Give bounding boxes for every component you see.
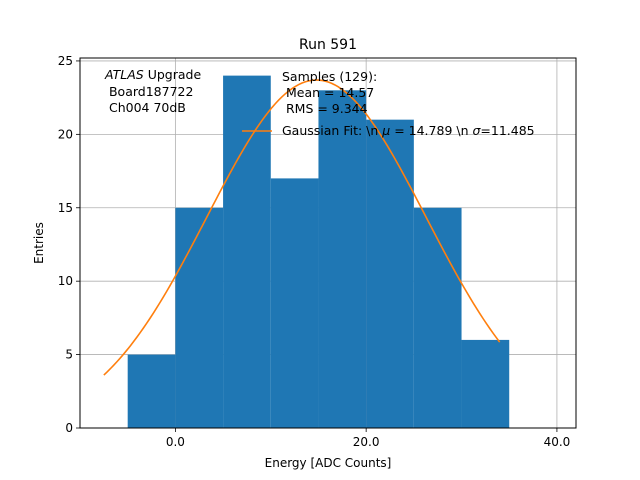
histogram-bar-1 [175,207,224,428]
axis-ticks: 0.0 20.0 40.0 0 5 10 15 20 25 [58,54,571,449]
histogram-bar-2 [223,75,271,428]
y-tick-label-3: 15 [58,201,73,215]
plot-frame [79,57,577,429]
annotation-line-2: Board187722 [105,84,193,99]
histogram-bar-4 [318,90,367,429]
chart-title: Run 591 [299,37,357,53]
y-tick-label-2: 10 [58,274,73,288]
annotation-line-3: Ch004 70dB [105,100,186,115]
x-axis-label: Energy [ADC Counts] [265,456,392,470]
legend-samples-title: Samples (129): [282,69,377,84]
histogram-bar-6 [413,207,462,428]
legend-fit-label: Gaussian Fit: \n μ = 14.789 \n σ=11.485 [282,123,535,138]
histogram-bar-3 [270,178,319,428]
y-tick-label-1: 5 [65,348,73,362]
atlas-annotation: ATLAS Upgrade Board187722 Ch004 70dB [104,67,201,115]
y-tick-label-4: 20 [58,127,73,141]
x-tick-label-0: 0.0 [166,435,185,449]
x-tick-label-2: 40.0 [544,435,571,449]
legend: Samples (129): Mean = 14.57 RMS = 9.344 … [242,69,535,138]
annotation-line-1: ATLAS Upgrade [104,67,201,82]
gaussian-fit-layer [103,79,501,376]
gaussian-fit-curve [103,79,501,376]
legend-bar-swatch [242,88,270,98]
histogram-bar-0 [127,354,176,428]
histogram-bars [127,75,510,429]
y-tick-label-5: 25 [58,54,73,68]
histogram-bar-7 [461,339,510,428]
legend-samples-rms: RMS = 9.344 [282,101,368,116]
histogram-bar-5 [366,119,414,429]
y-axis-label: Entries [32,222,46,264]
legend-samples-mean: Mean = 14.57 [282,85,374,100]
x-tick-label-1: 20.0 [353,435,380,449]
y-tick-label-0: 0 [65,421,73,435]
